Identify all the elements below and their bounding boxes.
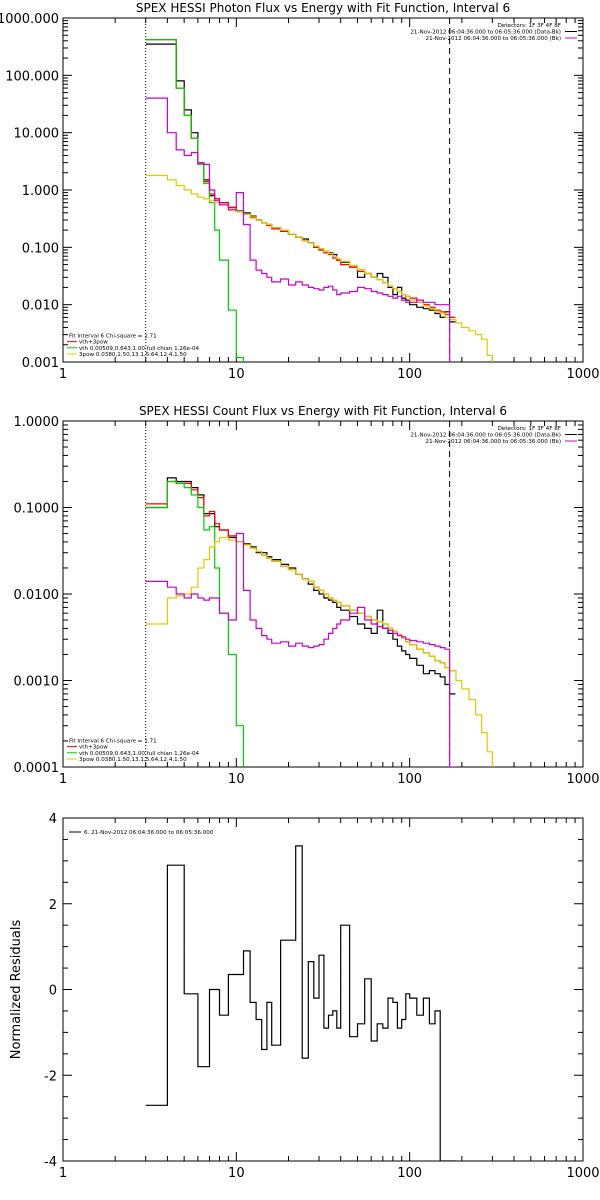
legend-entry: Fit Interval 6 Chi-square = 1.71 <box>69 738 157 744</box>
plot-frame <box>62 17 584 363</box>
x-tick-label: 10 <box>228 1166 245 1181</box>
x-tick-label: 1 <box>59 367 67 382</box>
y-tick-label: 1.0000 <box>14 415 60 430</box>
y-tick-label: 0.1000 <box>14 502 60 517</box>
legend-entry: 3pow 0.0380,1.50,13.1,5.64,12.4,1.50 <box>79 352 187 358</box>
chart-title: SPEX HESSI Count Flux vs Energy with Fit… <box>139 404 507 418</box>
legend-entry: Fit Interval 6 Chi-square = 1.71 <box>69 333 157 339</box>
info-text-line: 21-Nov-2012 06:04:36.000 to 06:05:36.000… <box>410 30 561 36</box>
y-tick-label: 0.100 <box>22 241 59 256</box>
y-tick-label: 1.000 <box>22 184 59 199</box>
chart-title: SPEX HESSI Photon Flux vs Energy with Fi… <box>136 1 510 15</box>
info-text-line: 21-Nov-2012 06:04:36.000 to 06:05:36.000… <box>410 433 561 439</box>
y-tick-label: 2 <box>49 898 57 913</box>
y-tick-label: -4 <box>44 1155 57 1170</box>
info-text-line: Detectors: 1F 3F 4F 8F <box>498 426 561 432</box>
info-text-line: 21-Nov-2012 06:04:36.000 to 06:05:36.000… <box>426 36 561 42</box>
series-3pow <box>145 536 493 767</box>
y-tick-label: 0.010 <box>22 299 59 314</box>
chart-panel-2: SPEX HESSI Count Flux vs Energy with Fit… <box>14 404 600 787</box>
y-tick-label: 10.000 <box>14 127 60 142</box>
chart-panel-3: 1 10 100 1000 4 2 0 -2 -4 Normalized Residuals 6. … <box>9 812 600 1181</box>
series-vth <box>145 480 245 767</box>
series-data-bk <box>145 477 456 695</box>
y-tick-label: 0.001 <box>22 356 59 371</box>
x-tick-label: 1000 <box>566 1166 599 1181</box>
y-tick-label: 100.000 <box>5 69 59 84</box>
legend-entry: vth 0.00509,0.643,1.00 full chian 1.26e-… <box>79 346 200 352</box>
series-residuals <box>145 845 456 1161</box>
legend-entry: vth+3pow <box>79 340 108 346</box>
legend-entry: 6. 21-Nov-2012 06:04:36.000 to 06:05:36.… <box>84 830 214 836</box>
y-axis-label: Normalized Residuals <box>9 920 24 1060</box>
x-tick-label: 1000 <box>566 772 599 787</box>
y-tick-label: 0.0010 <box>14 675 60 690</box>
x-tick-label: 100 <box>397 772 422 787</box>
series-group <box>145 477 493 767</box>
legend-entry: 3pow 0.0380,1.50,13.1,5.64,12.4,1.50 <box>79 757 187 763</box>
series-bk <box>145 97 451 362</box>
x-tick-label: 1 <box>59 772 67 787</box>
chart-panel-1: SPEX HESSI Photon Flux vs Energy with Fi… <box>0 1 600 382</box>
series-group <box>145 845 456 1161</box>
info-text-line: 21-Nov-2012 06:04:36.000 to 06:05:36.000… <box>426 439 561 445</box>
series-vth-3pow <box>145 39 456 318</box>
y-tick-label: 4 <box>49 812 57 827</box>
y-tick-label: 0 <box>49 984 57 999</box>
x-tick-label: 1 <box>59 1166 67 1181</box>
info-text-line: Detectors: 1F 3F 4F 8F <box>498 23 561 29</box>
y-tick-label: 1000.000 <box>0 12 59 27</box>
legend-entry: vth 0.00509,0.643,1.00 full chian 1.26e-… <box>79 751 200 757</box>
x-tick-label: 100 <box>397 1166 422 1181</box>
series-vth <box>145 39 245 362</box>
x-tick-label: 100 <box>397 367 422 382</box>
legend-entry: vth+3pow <box>79 745 108 751</box>
x-tick-label: 10 <box>228 772 245 787</box>
x-tick-label: 1000 <box>566 367 599 382</box>
series-data-bk <box>145 43 456 323</box>
series-group <box>145 39 493 362</box>
series-bk <box>145 532 456 767</box>
x-tick-label: 10 <box>228 367 245 382</box>
plot-frame <box>62 817 584 1162</box>
y-tick-label: 0.0100 <box>14 588 60 603</box>
y-tick-label: -2 <box>44 1069 57 1084</box>
y-tick-label: 0.0001 <box>14 761 60 776</box>
